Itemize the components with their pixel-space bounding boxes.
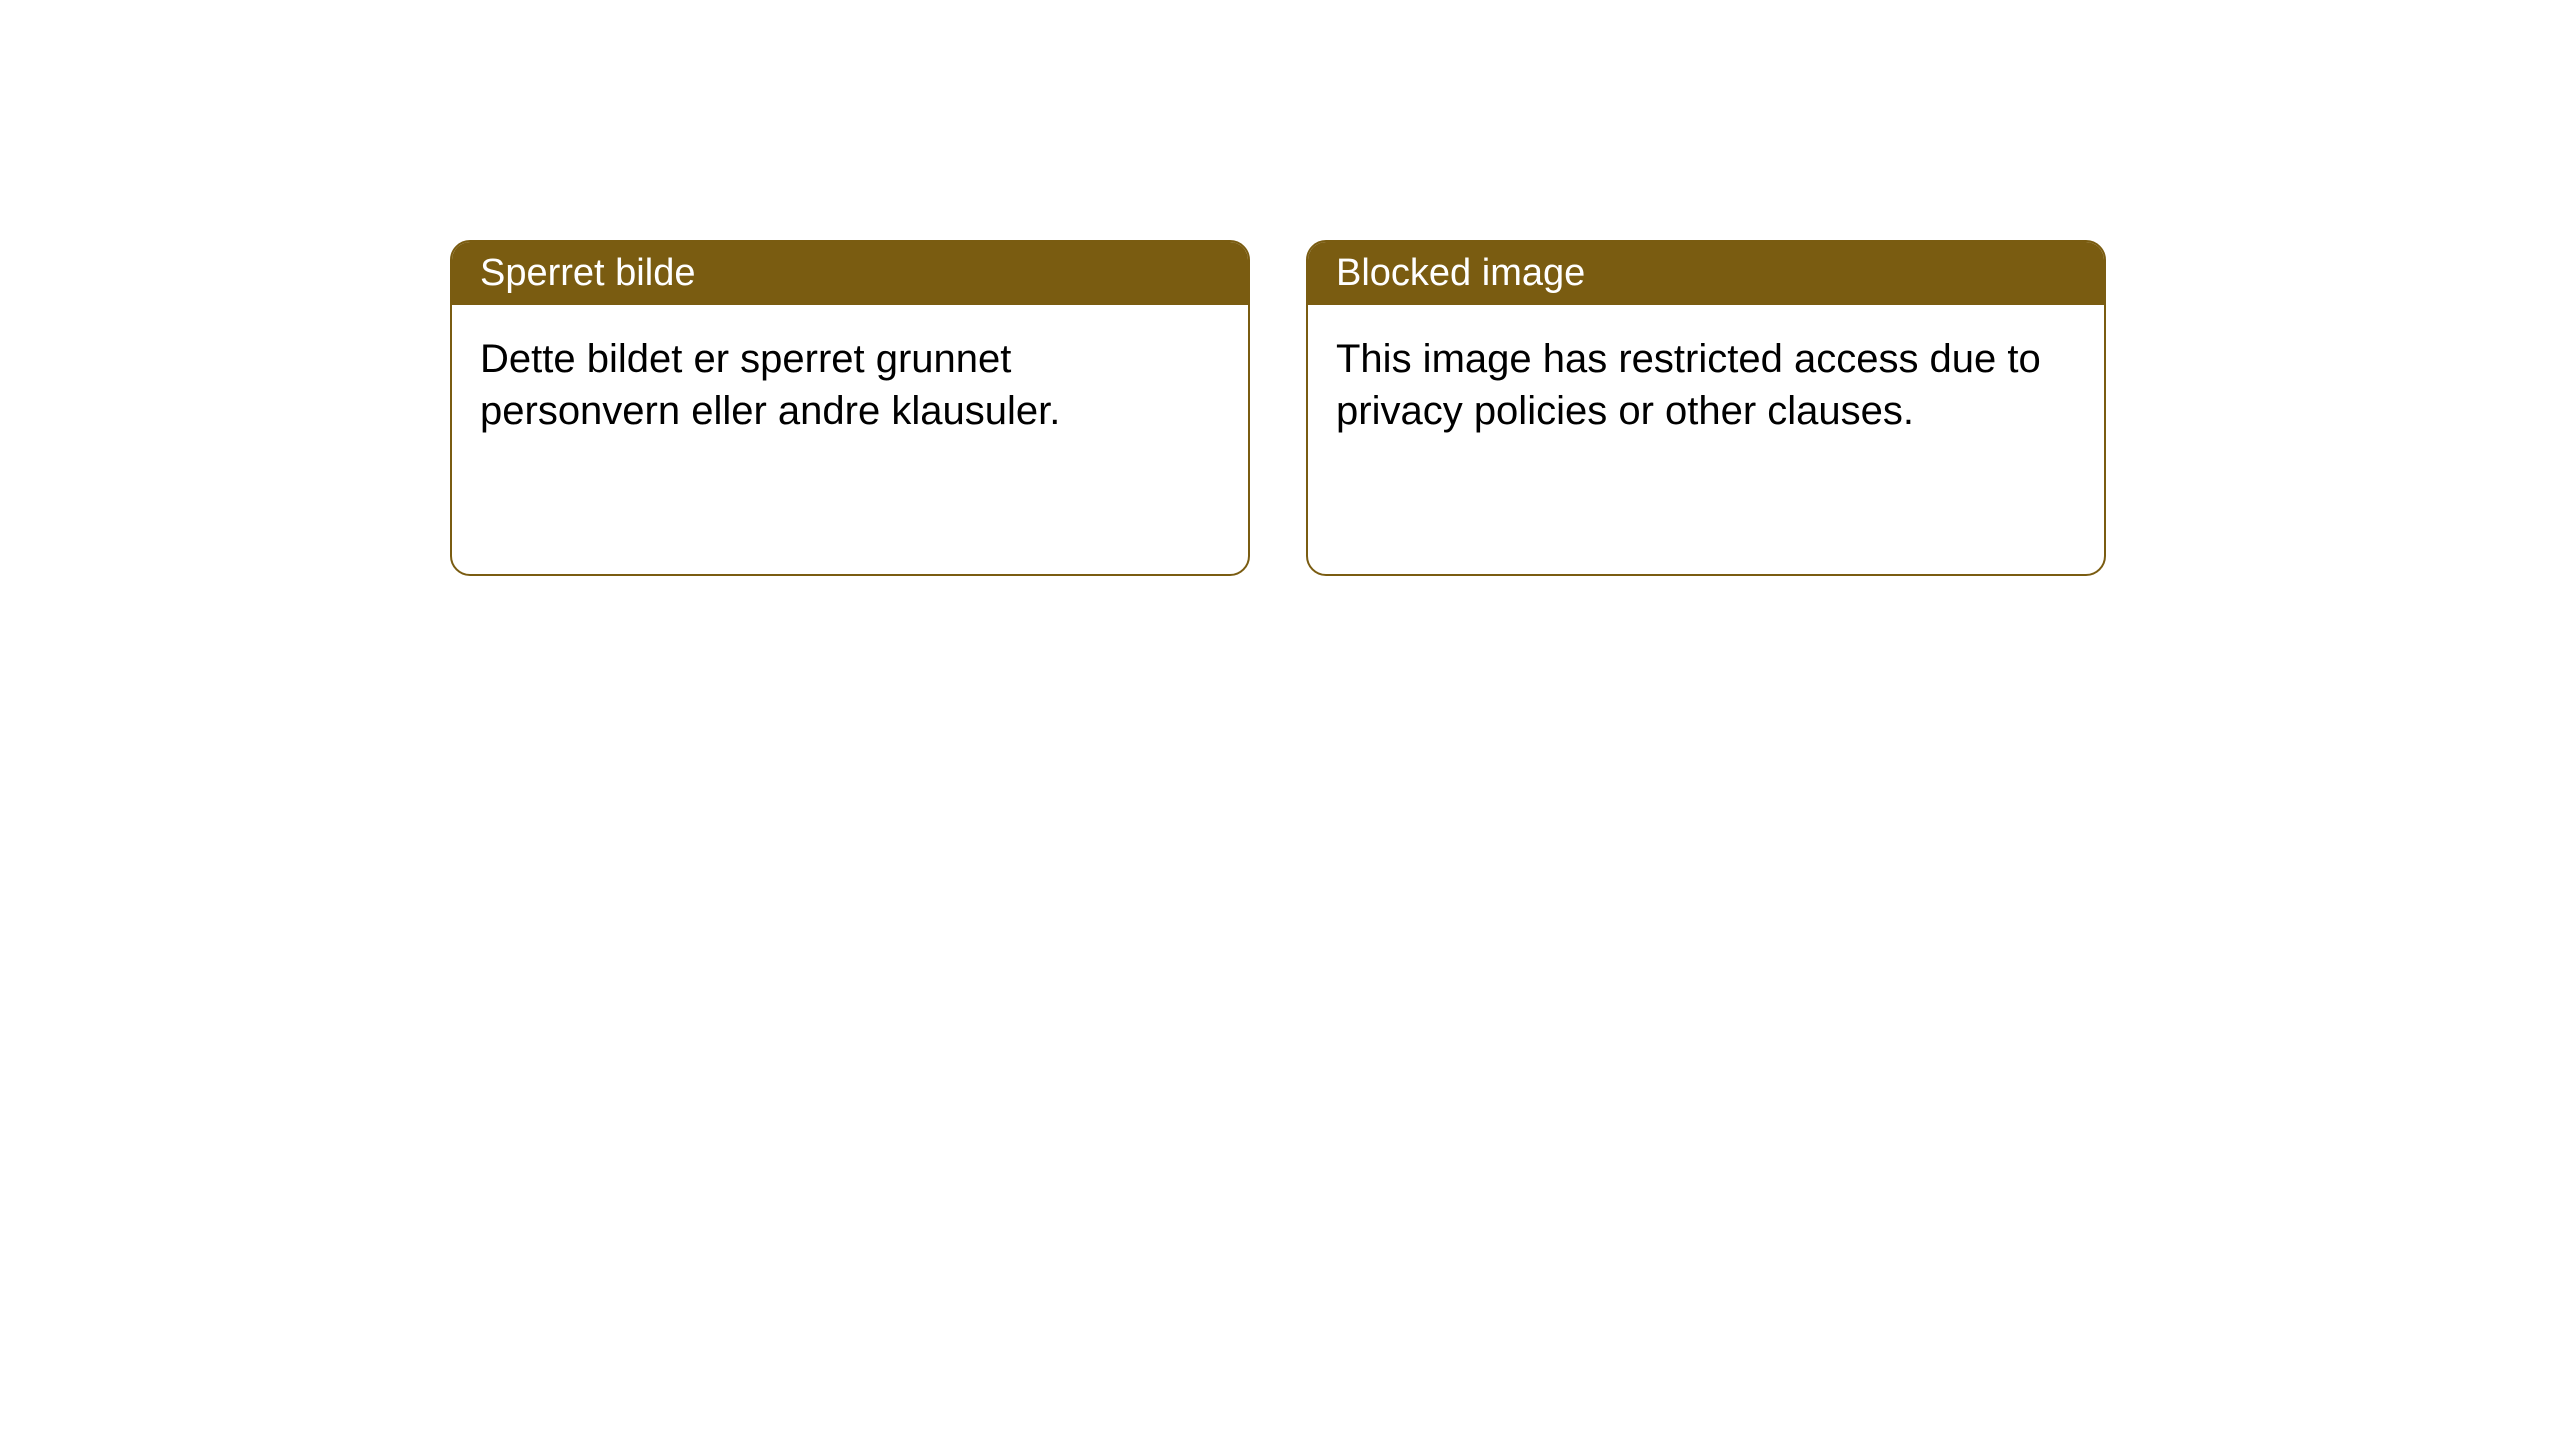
cards-container: Sperret bilde Dette bildet er sperret gr… (450, 240, 2560, 576)
card-title: Blocked image (1336, 252, 1585, 294)
card-header-english: Blocked image (1308, 242, 2104, 305)
card-body-norwegian: Dette bildet er sperret grunnet personve… (452, 305, 1248, 465)
card-title: Sperret bilde (480, 252, 695, 294)
card-english: Blocked image This image has restricted … (1306, 240, 2106, 576)
card-header-norwegian: Sperret bilde (452, 242, 1248, 305)
card-body-text: Dette bildet er sperret grunnet personve… (480, 337, 1060, 433)
card-norwegian: Sperret bilde Dette bildet er sperret gr… (450, 240, 1250, 576)
card-body-text: This image has restricted access due to … (1336, 337, 2041, 433)
card-body-english: This image has restricted access due to … (1308, 305, 2104, 465)
